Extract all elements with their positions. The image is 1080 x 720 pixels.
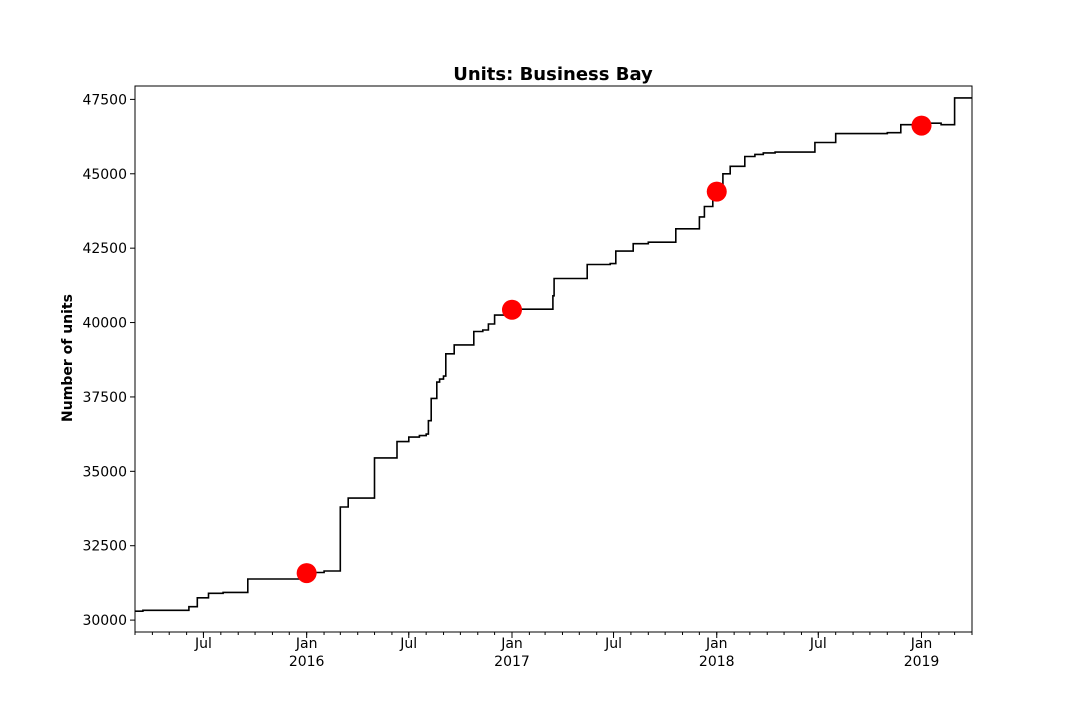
plot-area: 30000 32500 35000 37500 40000 42500 45000 47500… (82, 92, 973, 670)
x-tick-year-label-3: 2017 (494, 654, 530, 670)
x-tick-label-5: Jan (705, 636, 728, 652)
x-tick-label-0: Jul (194, 636, 212, 652)
x-tick-label-4: Jul (604, 636, 622, 652)
y-axis-label: Number of units (60, 294, 76, 422)
x-tick-year-label-7: 2019 (904, 654, 940, 670)
x-tick-year-label-1: 2016 (289, 654, 325, 670)
marker-point-1 (501, 299, 522, 320)
y-tick-label-7: 47500 (82, 92, 127, 108)
marker-point-0 (296, 563, 317, 584)
chart-title: Units: Business Bay (453, 64, 653, 85)
y-tick-label-1: 32500 (82, 539, 127, 555)
x-tick-label-7: Jan (910, 636, 933, 652)
x-tick-label-3: Jan (500, 636, 523, 652)
marker-point-2 (706, 181, 727, 202)
x-tick-label-6: Jul (809, 636, 827, 652)
y-tick-label-4: 40000 (82, 316, 127, 332)
x-tick-label-2: Jul (399, 636, 417, 652)
y-tick-label-5: 42500 (82, 241, 127, 257)
x-tick-year-label-5: 2018 (699, 654, 735, 670)
y-tick-label-6: 45000 (82, 167, 127, 183)
plot-frame (134, 85, 973, 633)
y-tick-label-0: 30000 (82, 613, 127, 629)
y-tick-label-2: 35000 (82, 464, 127, 480)
y-tick-label-3: 37500 (82, 390, 127, 406)
marker-point-3 (911, 115, 932, 136)
series-line-0 (135, 97, 972, 612)
x-tick-label-1: Jan (295, 636, 318, 652)
